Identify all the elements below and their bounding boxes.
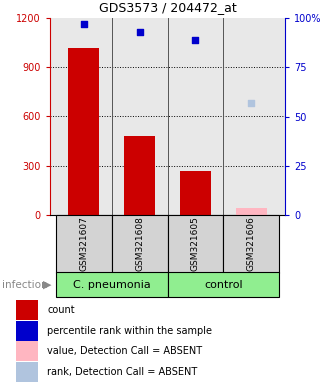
Bar — [223, 215, 280, 273]
Bar — [55, 215, 112, 273]
Bar — [55, 272, 168, 297]
Bar — [68, 48, 99, 215]
Point — [137, 29, 142, 35]
Text: rank, Detection Call = ABSENT: rank, Detection Call = ABSENT — [47, 367, 197, 377]
Text: count: count — [47, 305, 75, 315]
Point — [193, 36, 198, 43]
Text: C. pneumonia: C. pneumonia — [73, 280, 150, 290]
Bar — [168, 272, 280, 297]
Point — [81, 21, 86, 27]
Text: GSM321605: GSM321605 — [191, 217, 200, 271]
Bar — [16, 362, 38, 382]
Bar — [16, 341, 38, 361]
Bar — [16, 321, 38, 341]
Bar — [180, 170, 211, 215]
Text: ▶: ▶ — [44, 280, 52, 290]
Bar — [236, 209, 267, 215]
Text: control: control — [204, 280, 243, 290]
Title: GDS3573 / 204472_at: GDS3573 / 204472_at — [99, 1, 236, 14]
Text: value, Detection Call = ABSENT: value, Detection Call = ABSENT — [47, 346, 202, 356]
Text: GSM321607: GSM321607 — [79, 217, 88, 271]
Point — [249, 99, 254, 106]
Bar — [124, 136, 155, 215]
Text: GSM321608: GSM321608 — [135, 217, 144, 271]
Bar — [16, 300, 38, 320]
Text: GSM321606: GSM321606 — [247, 217, 256, 271]
Bar — [112, 215, 168, 273]
Text: percentile rank within the sample: percentile rank within the sample — [47, 326, 212, 336]
Text: infection: infection — [2, 280, 47, 290]
Bar — [168, 215, 223, 273]
